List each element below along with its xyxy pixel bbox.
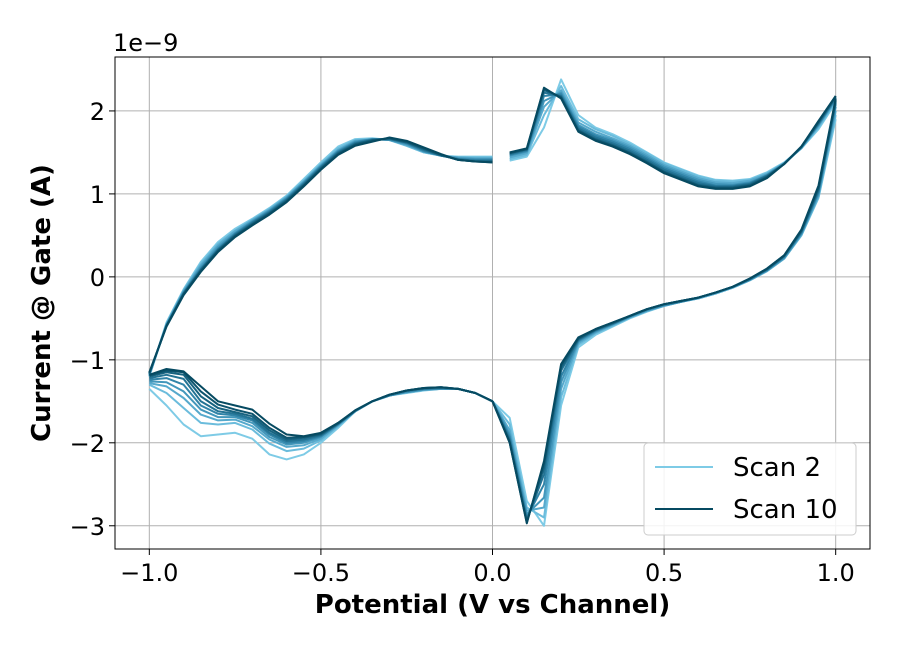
- x-tick-label: −0.5: [292, 559, 350, 587]
- x-tick-label: 0.0: [473, 559, 511, 587]
- series-line-9-right-lower: [491, 98, 837, 525]
- x-axis-label: Potential (V vs Channel): [315, 590, 670, 620]
- y-tick-label: 0: [90, 264, 105, 292]
- y-offset-label: 1e−9: [113, 29, 178, 57]
- legend: Scan 2 Scan 10: [643, 442, 857, 536]
- x-tick-label: −1.0: [120, 559, 178, 587]
- series-lines: [148, 78, 837, 527]
- series-line-9-upper: [148, 136, 493, 373]
- y-tick-label: 1: [90, 181, 105, 209]
- y-axis-label: Current @ Gate (A): [27, 164, 57, 442]
- x-tick-label: 0.5: [645, 559, 683, 587]
- grid-lines: [115, 57, 870, 549]
- y-tick-label: −1: [70, 347, 105, 375]
- legend-label-scan-2: Scan 2: [733, 453, 821, 483]
- y-tick-label: −3: [70, 513, 105, 541]
- series-line-9-lower: [148, 368, 493, 438]
- x-tick-label: 1.0: [817, 559, 855, 587]
- axis-ticks: −1.0 −0.5 0.0 0.5 1.0 −3 −2 −1 0 1 2: [70, 98, 855, 587]
- y-tick-label: 2: [90, 98, 105, 126]
- y-tick-label: −2: [70, 430, 105, 458]
- legend-label-scan-10: Scan 10: [733, 495, 838, 525]
- series-line-9-right-upper: [509, 86, 837, 190]
